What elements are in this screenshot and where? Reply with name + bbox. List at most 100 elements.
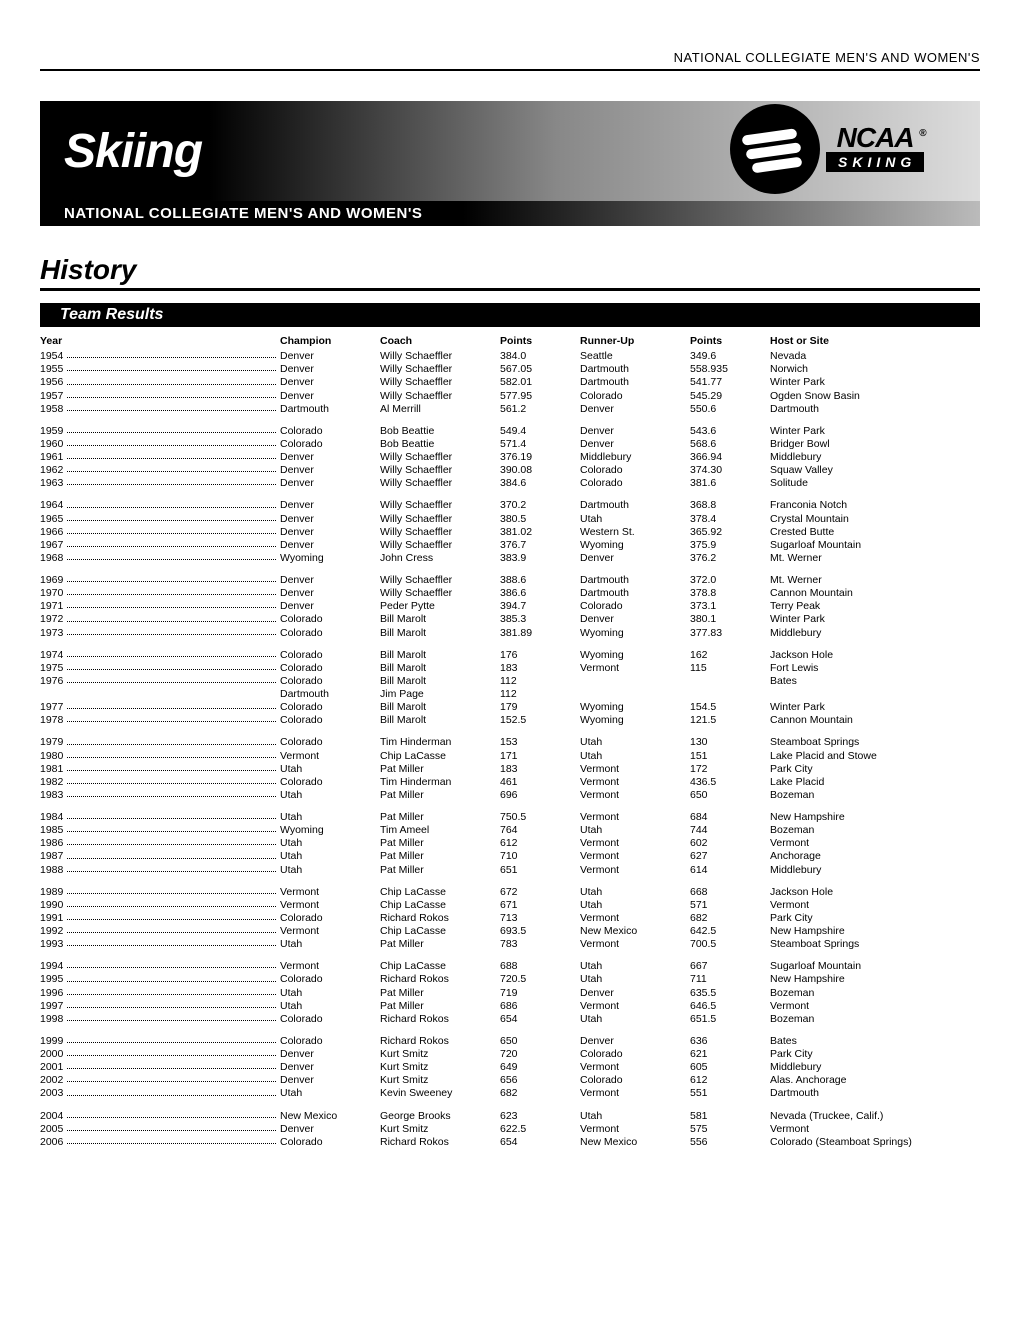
- cell-year: 1968: [40, 552, 280, 565]
- cell: Willy Schaeffler: [380, 539, 500, 552]
- cell: Nevada (Truckee, Calif.): [770, 1110, 980, 1123]
- cell: Tim Hinderman: [380, 736, 500, 749]
- cell: Colorado: [280, 736, 380, 749]
- cell-year: 1997: [40, 1000, 280, 1013]
- table-row: 2001DenverKurt Smitz649Vermont605Middleb…: [40, 1061, 980, 1074]
- cell-year: 1977: [40, 701, 280, 714]
- table-row: 1985WyomingTim Ameel764Utah744Bozeman: [40, 824, 980, 837]
- cell: 654: [500, 1136, 580, 1149]
- cell-year: 1994: [40, 960, 280, 973]
- title-banner: Skiing NCAA SKIING: [40, 101, 980, 201]
- cell: Richard Rokos: [380, 1136, 500, 1149]
- cell: Utah: [580, 973, 690, 986]
- cell: 152.5: [500, 714, 580, 727]
- cell: Wyoming: [280, 824, 380, 837]
- cell-year: 1996: [40, 987, 280, 1000]
- cell: Vermont: [580, 776, 690, 789]
- cell: 688: [500, 960, 580, 973]
- table-row: 1956DenverWilly Schaeffler582.01Dartmout…: [40, 376, 980, 389]
- cell-year: 1982: [40, 776, 280, 789]
- cell: 612: [500, 837, 580, 850]
- cell: Vermont: [580, 662, 690, 675]
- cell: Middlebury: [770, 627, 980, 640]
- cell: 436.5: [690, 776, 770, 789]
- cell: 384.0: [500, 350, 580, 363]
- cell: 115: [690, 662, 770, 675]
- cell-year: 1962: [40, 464, 280, 477]
- cell-year: 1966: [40, 526, 280, 539]
- cell-year: 1956: [40, 376, 280, 389]
- cell: Colorado: [280, 1013, 380, 1026]
- cell: Colorado: [580, 1048, 690, 1061]
- cell-year: 1986: [40, 837, 280, 850]
- cell: 684: [690, 811, 770, 824]
- cell: 376.7: [500, 539, 580, 552]
- table-row: 1987UtahPat Miller710Vermont627Anchorage: [40, 850, 980, 863]
- logo-ncaa-text: NCAA: [837, 125, 914, 150]
- table-row: 1963DenverWilly Schaeffler384.6Colorado3…: [40, 477, 980, 490]
- cell: Vermont: [580, 938, 690, 951]
- cell: Bozeman: [770, 1013, 980, 1026]
- cell: Steamboat Springs: [770, 736, 980, 749]
- cell: 551: [690, 1087, 770, 1100]
- cell: Middlebury: [580, 451, 690, 464]
- cell: 651.5: [690, 1013, 770, 1026]
- cell: Jackson Hole: [770, 649, 980, 662]
- cell: 571: [690, 899, 770, 912]
- page-header-label: NATIONAL COLLEGIATE MEN'S AND WOMEN'S: [40, 50, 980, 71]
- cell: Kurt Smitz: [380, 1061, 500, 1074]
- cell-year: 1979: [40, 736, 280, 749]
- cell: Bozeman: [770, 789, 980, 802]
- cell: 720: [500, 1048, 580, 1061]
- cell: 151: [690, 750, 770, 763]
- cell: 545.29: [690, 390, 770, 403]
- cell: Bob Beattie: [380, 438, 500, 451]
- cell: Willy Schaeffler: [380, 464, 500, 477]
- cell: Denver: [280, 390, 380, 403]
- table-row: 1968WyomingJohn Cress383.9Denver376.2Mt.…: [40, 552, 980, 565]
- cell: Utah: [580, 750, 690, 763]
- cell: Winter Park: [770, 376, 980, 389]
- cell: 378.4: [690, 513, 770, 526]
- cell-year: 1998: [40, 1013, 280, 1026]
- cell: Bob Beattie: [380, 425, 500, 438]
- table-row: 1979ColoradoTim Hinderman153Utah130Steam…: [40, 736, 980, 749]
- cell: Colorado: [580, 464, 690, 477]
- col-year: Year: [40, 335, 280, 348]
- cell: 672: [500, 886, 580, 899]
- cell: 381.89: [500, 627, 580, 640]
- cell: 764: [500, 824, 580, 837]
- cell: New Mexico: [580, 925, 690, 938]
- cell: Colorado: [580, 477, 690, 490]
- cell-year: 2000: [40, 1048, 280, 1061]
- table-row: 1972ColoradoBill Marolt385.3Denver380.1W…: [40, 613, 980, 626]
- cell: 130: [690, 736, 770, 749]
- cell: 668: [690, 886, 770, 899]
- cell: 172: [690, 763, 770, 776]
- cell: Pat Miller: [380, 811, 500, 824]
- cell: 650: [690, 789, 770, 802]
- cell: 623: [500, 1110, 580, 1123]
- cell: Vermont: [580, 1123, 690, 1136]
- cell: Vermont: [280, 925, 380, 938]
- cell: Denver: [280, 1061, 380, 1074]
- cell: 349.6: [690, 350, 770, 363]
- table-row: 1996UtahPat Miller719Denver635.5Bozeman: [40, 987, 980, 1000]
- cell: New Mexico: [280, 1110, 380, 1123]
- cell: Denver: [580, 1035, 690, 1048]
- cell: Utah: [280, 1087, 380, 1100]
- cell: Wyoming: [580, 649, 690, 662]
- cell: Denver: [280, 587, 380, 600]
- cell: Vermont: [580, 811, 690, 824]
- cell: Colorado: [280, 776, 380, 789]
- cell: Willy Schaeffler: [380, 363, 500, 376]
- cell: Vermont: [580, 912, 690, 925]
- table-row: 1958DartmouthAl Merrill561.2Denver550.6D…: [40, 403, 980, 416]
- cell: Denver: [280, 350, 380, 363]
- table-row: 1970DenverWilly Schaeffler386.6Dartmouth…: [40, 587, 980, 600]
- cell: New Hampshire: [770, 925, 980, 938]
- table-row: 1969DenverWilly Schaeffler388.6Dartmouth…: [40, 574, 980, 587]
- cell: Bill Marolt: [380, 613, 500, 626]
- cell: 549.4: [500, 425, 580, 438]
- cell: Colorado: [580, 1074, 690, 1087]
